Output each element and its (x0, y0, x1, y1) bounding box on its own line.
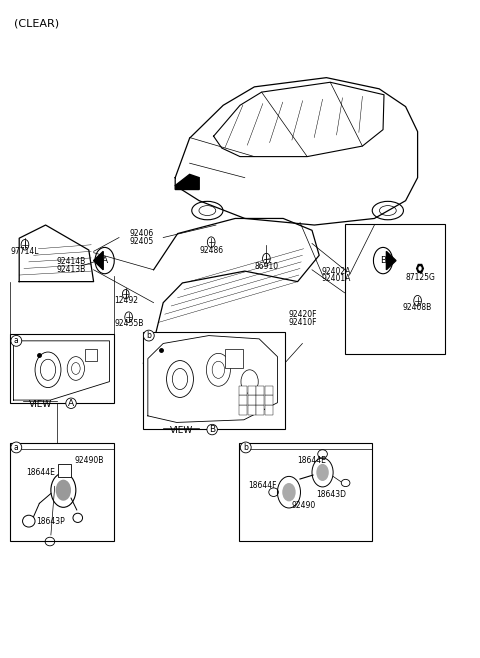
Text: 92410F: 92410F (288, 318, 317, 327)
Bar (143, 332, 285, 429)
Bar (239, 386, 247, 395)
Text: 92413B: 92413B (57, 265, 85, 274)
Bar (10, 443, 114, 541)
Polygon shape (94, 251, 103, 270)
Polygon shape (417, 265, 423, 272)
Bar (239, 395, 247, 405)
Text: 18644F: 18644F (249, 481, 277, 490)
Text: a: a (14, 336, 19, 345)
Text: 92408B: 92408B (403, 303, 432, 312)
Bar (265, 386, 273, 395)
Polygon shape (386, 251, 396, 270)
Text: 92405: 92405 (130, 237, 154, 246)
Bar (239, 405, 247, 415)
Text: (CLEAR): (CLEAR) (14, 18, 60, 28)
Text: 97714L: 97714L (11, 247, 39, 256)
Bar (85, 349, 97, 361)
Circle shape (56, 480, 71, 501)
Bar (248, 405, 256, 415)
Bar (265, 395, 273, 405)
Text: a: a (14, 443, 19, 452)
Text: 18643D: 18643D (316, 490, 346, 499)
Text: b: b (146, 331, 151, 340)
Text: 92402A: 92402A (321, 266, 351, 276)
Bar (248, 386, 256, 395)
Bar (58, 464, 71, 477)
Text: 86910: 86910 (254, 262, 278, 271)
Text: 92401A: 92401A (321, 274, 351, 284)
Circle shape (418, 266, 421, 271)
Circle shape (282, 483, 296, 501)
Text: B: B (380, 256, 386, 265)
Bar (248, 395, 256, 405)
Text: VIEW: VIEW (29, 400, 52, 409)
Text: 92455B: 92455B (115, 319, 144, 328)
Text: A: A (102, 256, 108, 265)
Text: 92490: 92490 (292, 501, 316, 510)
Text: 92414B: 92414B (57, 257, 85, 266)
Text: 87125G: 87125G (405, 273, 435, 282)
Text: B: B (209, 425, 215, 434)
Bar (239, 443, 372, 541)
Bar (256, 386, 264, 395)
Text: b: b (243, 443, 248, 452)
Bar (256, 405, 264, 415)
Polygon shape (175, 174, 199, 190)
Text: 18643P: 18643P (36, 517, 65, 526)
Bar (256, 395, 264, 405)
Text: 92486: 92486 (199, 245, 223, 255)
Text: 92420F: 92420F (288, 310, 317, 319)
Text: 18644E: 18644E (298, 456, 326, 465)
Bar (345, 224, 445, 354)
Circle shape (316, 464, 329, 481)
Bar (265, 405, 273, 415)
Text: 92490B: 92490B (74, 456, 104, 465)
Text: A: A (68, 399, 74, 408)
Text: 12492: 12492 (114, 296, 138, 305)
Text: 18644E: 18644E (26, 468, 55, 477)
Bar (225, 349, 243, 368)
Bar (10, 334, 114, 403)
Text: 92406: 92406 (130, 229, 154, 238)
Text: VIEW: VIEW (170, 426, 193, 436)
